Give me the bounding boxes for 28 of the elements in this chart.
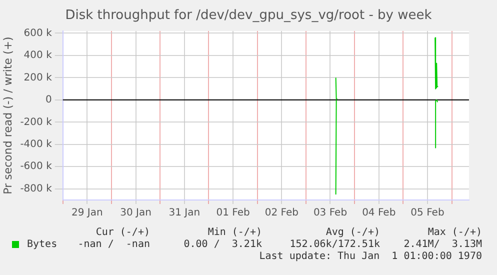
x-tick-label: 31 Jan [168,208,200,219]
chart-title: Disk throughput for /dev/dev_gpu_sys_vg/root - by week [64,8,433,23]
legend-label: Bytes [27,239,58,250]
y-tick-label: 0 [45,94,52,106]
text: Cur (-/+) [96,227,150,238]
y-tick-label: -400 k [20,139,52,150]
text: 152.06k/172.51k [290,239,380,250]
text: Avg (-/+) [326,227,380,238]
x-tick-label: 05 Feb [410,208,444,219]
text: Last update: Thu Jan 1 01:00:00 1970 [259,251,482,262]
x-tick-label: 01 Feb [216,208,250,219]
text: Max (-/+) [428,227,482,238]
y-tick-label: -200 k [20,116,52,128]
text: 2.41M/ 3.13M [404,239,482,250]
y-tick-label: 400 k [24,50,52,62]
text: 0.00 / 3.21k [184,239,262,250]
y-tick-label: -800 k [20,183,52,194]
x-tick-label: 04 Feb [362,208,396,219]
x-tick-label: 03 Feb [313,208,348,219]
y-tick-label: 600 k [24,28,52,39]
x-tick-label: 02 Feb [264,208,298,219]
x-tick-label: 29 Jan [72,208,103,219]
y-axis-title: Pr second read (-) / write (+) [1,36,14,194]
y-tick-label: -600 k [20,161,52,172]
y-tick-label: 200 k [24,72,52,84]
text: -nan / -nan [78,239,150,250]
x-tick-label: 30 Jan [120,208,152,219]
text: Min (-/+) [208,227,262,238]
